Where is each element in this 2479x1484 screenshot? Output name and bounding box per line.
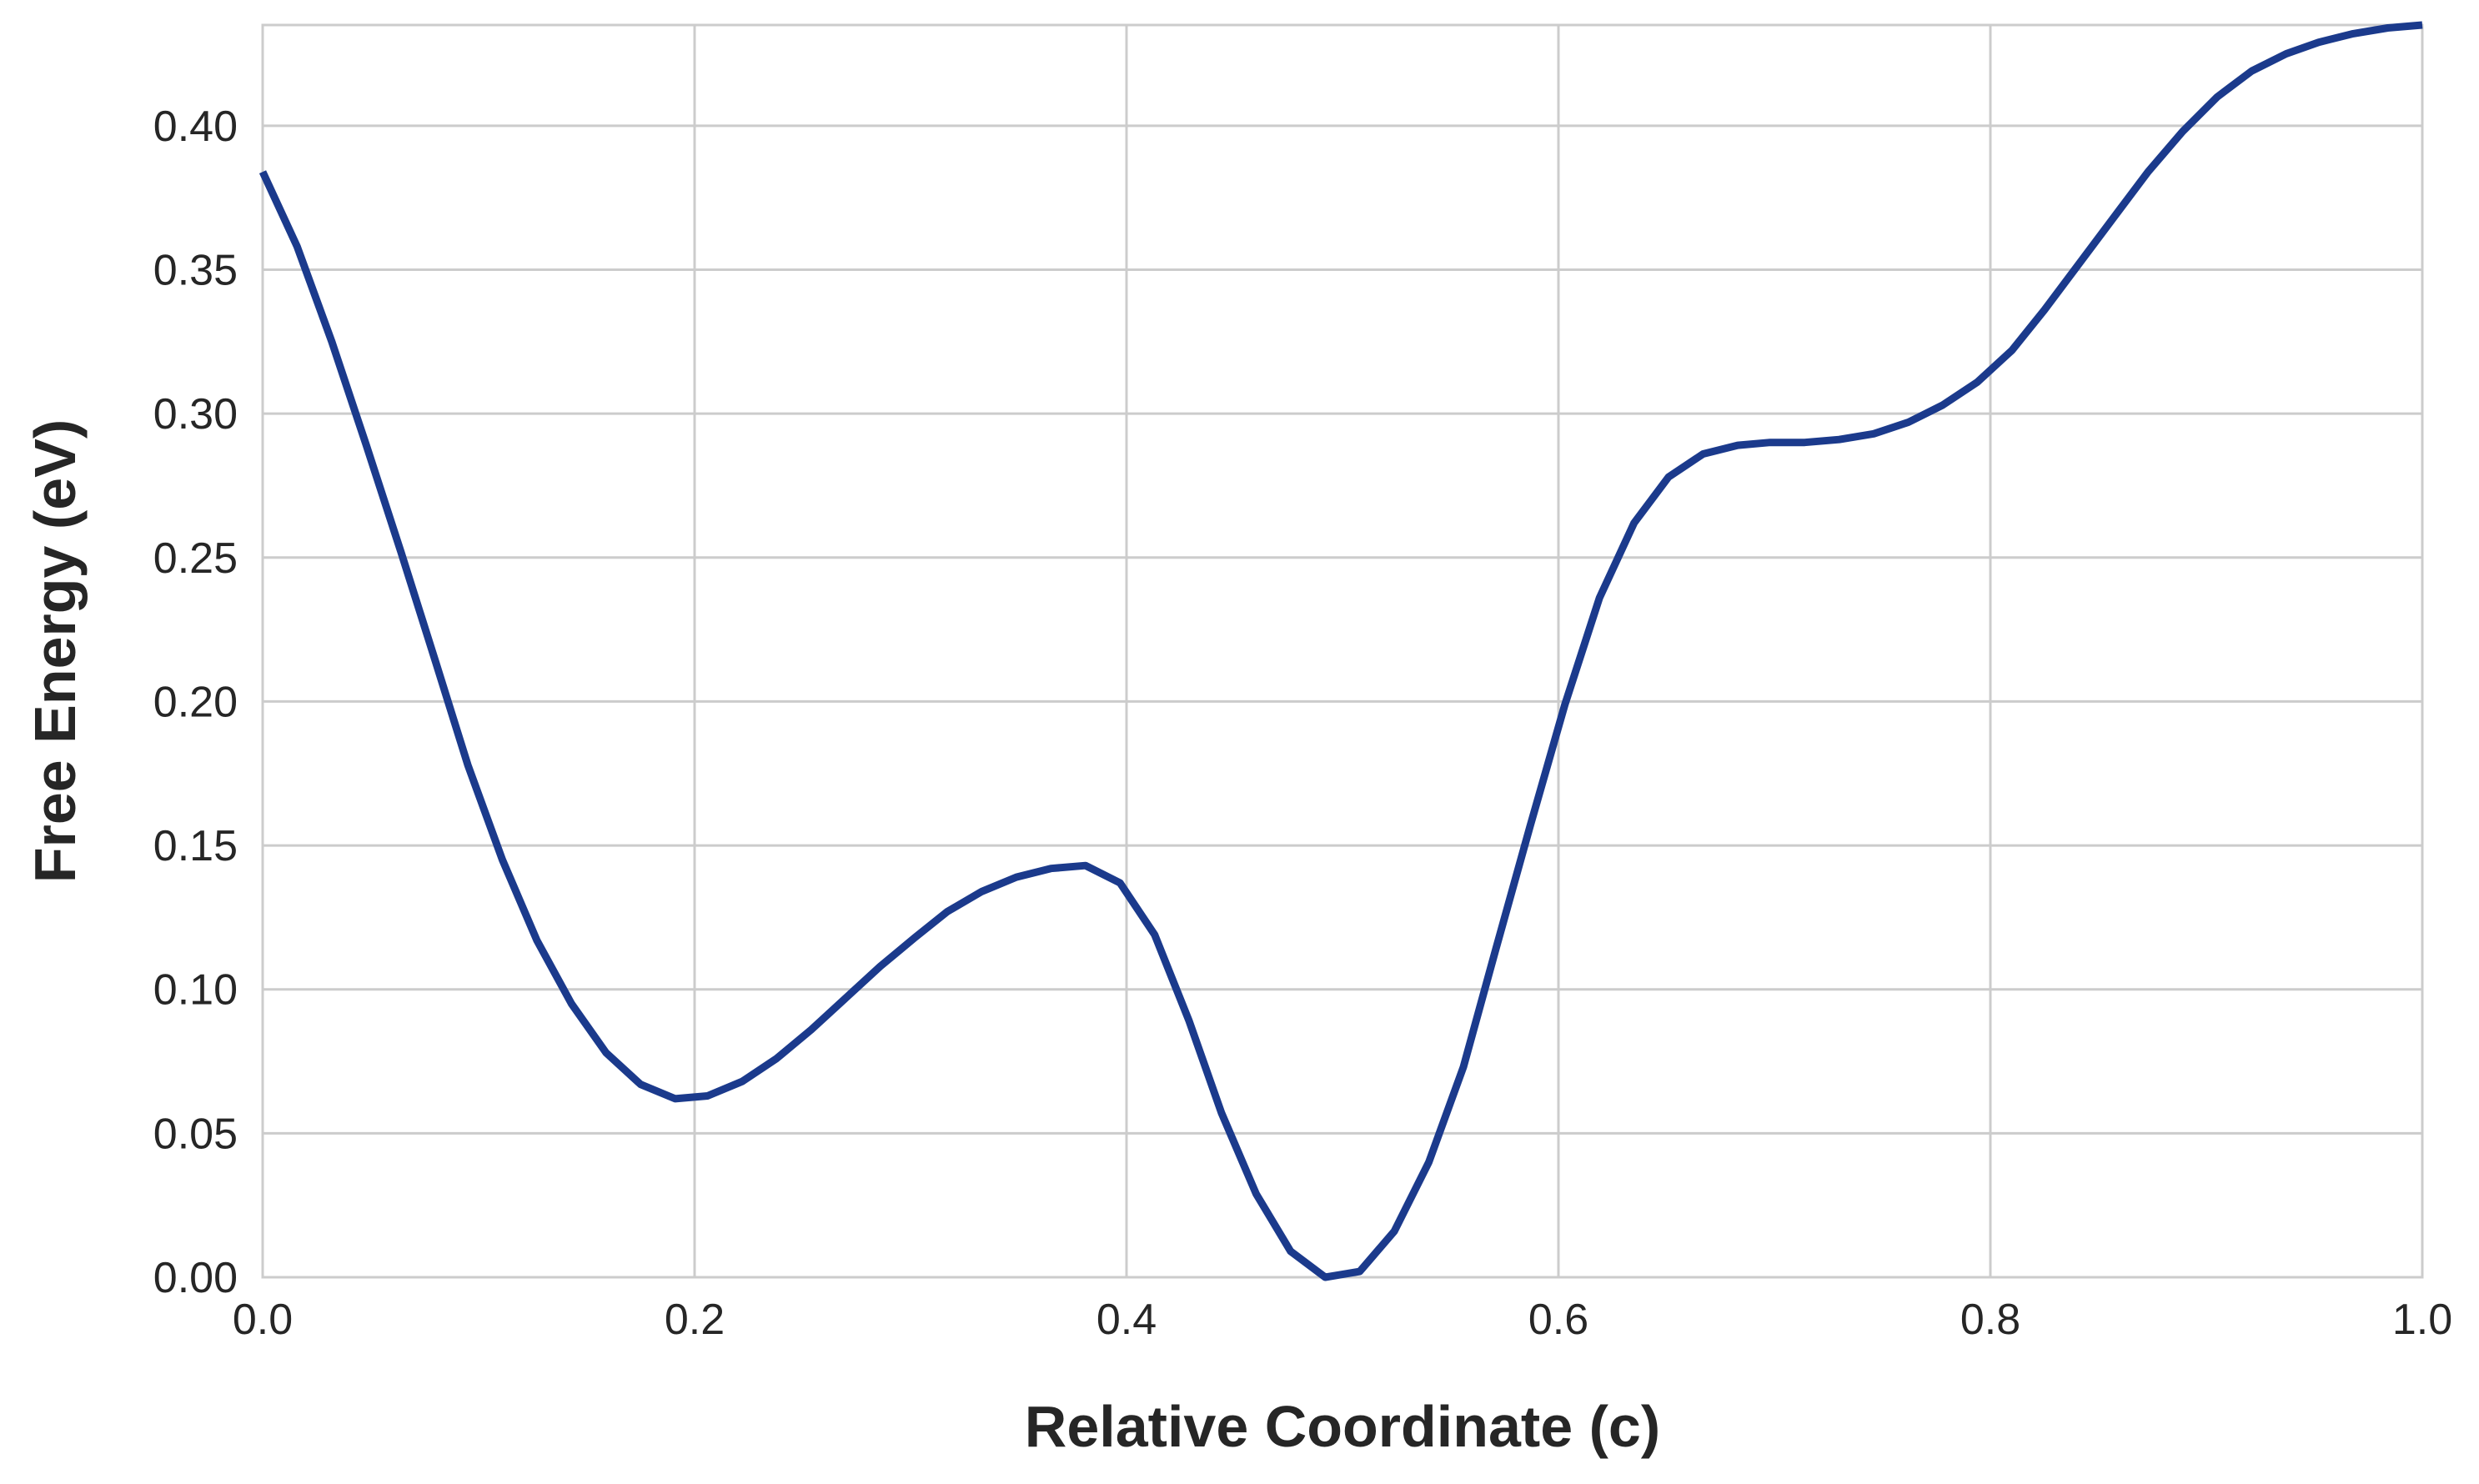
y-tick-label: 0.05 bbox=[153, 1110, 238, 1158]
y-axis-label: Free Energy (eV) bbox=[23, 419, 88, 883]
y-tick-label: 0.30 bbox=[153, 390, 238, 439]
x-tick-label: 0.0 bbox=[233, 1296, 293, 1344]
x-axis-label: Relative Coordinate (c) bbox=[1025, 1394, 1660, 1459]
x-tick-label: 0.8 bbox=[1960, 1296, 2020, 1344]
series-line bbox=[258, 21, 2423, 1281]
data-series bbox=[258, 21, 2423, 1281]
y-tick-label: 0.35 bbox=[153, 246, 238, 294]
y-axis-ticks: 0.00 0.05 0.10 0.15 0.20 0.25 0.30 0.35 0.40 bbox=[153, 103, 238, 1302]
x-tick-label: 0.4 bbox=[1096, 1296, 1157, 1344]
x-tick-label: 0.2 bbox=[665, 1296, 725, 1344]
x-axis-ticks: 0.0 0.2 0.4 0.6 0.8 1.0 bbox=[233, 1296, 2452, 1344]
y-tick-label: 0.40 bbox=[153, 103, 238, 151]
y-tick-label: 0.00 bbox=[153, 1254, 238, 1302]
y-tick-label: 0.25 bbox=[153, 534, 238, 583]
grid bbox=[261, 25, 2424, 1279]
x-tick-label: 1.0 bbox=[2392, 1296, 2452, 1344]
x-tick-label: 0.6 bbox=[1528, 1296, 1588, 1344]
plot-frame bbox=[261, 23, 2424, 1279]
y-tick-label: 0.15 bbox=[153, 822, 238, 870]
y-tick-label: 0.10 bbox=[153, 966, 238, 1015]
y-tick-label: 0.20 bbox=[153, 678, 238, 726]
